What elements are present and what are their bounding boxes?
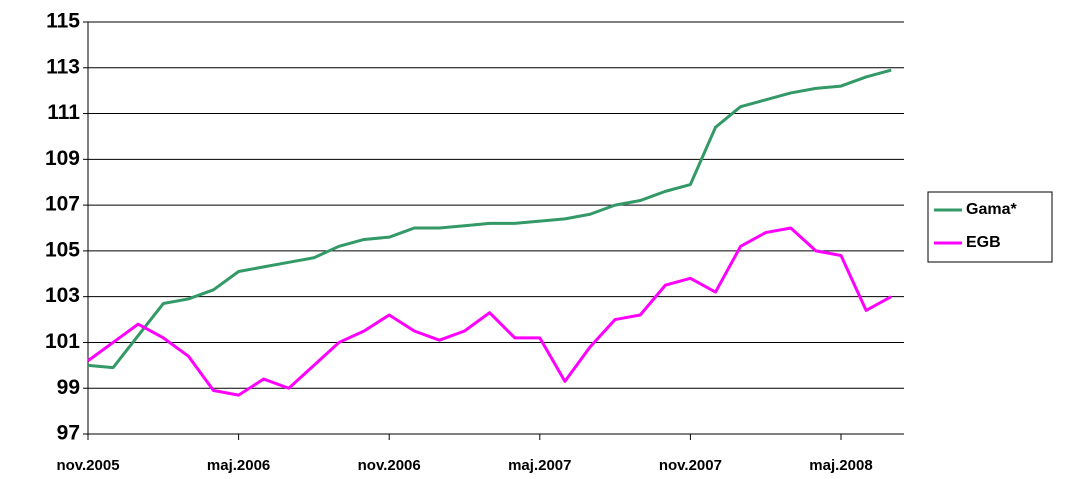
x-tick-label: maj.2007: [508, 457, 571, 474]
x-tick-label: nov.2006: [358, 457, 421, 474]
series-line: [87, 226, 892, 397]
x-tick-label: maj.2006: [207, 457, 270, 474]
legend-box: [927, 191, 1053, 263]
y-tick-label: 99: [57, 376, 80, 399]
y-tick-label: 107: [45, 193, 80, 216]
y-tick-label: 103: [45, 284, 80, 307]
x-tick-label: nov.2007: [659, 457, 722, 474]
legend-label: Gama*: [966, 201, 1017, 218]
x-tick-label: nov.2005: [56, 457, 119, 474]
y-tick-label: 105: [45, 238, 80, 261]
x-tick-label: maj.2008: [809, 457, 872, 474]
y-tick-label: 115: [46, 10, 80, 33]
legend-label: EGB: [966, 234, 1001, 251]
y-tick-label: 113: [46, 55, 80, 78]
y-tick-label: 101: [45, 330, 80, 353]
y-tick-label: 109: [45, 147, 80, 170]
y-tick-label: 97: [57, 422, 80, 445]
series-line: [87, 68, 892, 370]
y-tick-label: 111: [47, 101, 80, 124]
